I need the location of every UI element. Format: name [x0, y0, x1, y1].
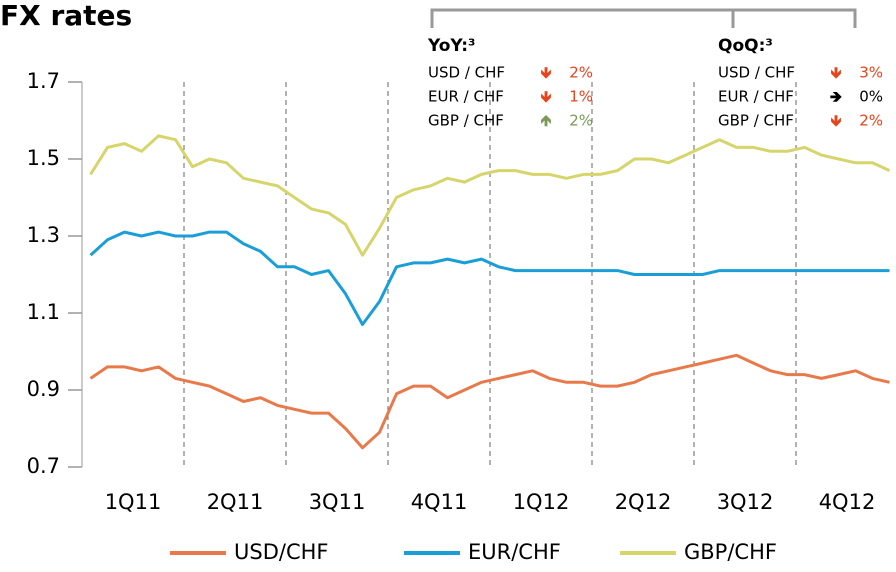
annotation-arrow: 🡺: [830, 88, 842, 106]
annotation-label: GBP / CHF: [718, 112, 794, 130]
series-line: [89, 134, 891, 257]
x-tick-label: 1Q12: [513, 490, 570, 514]
annotation-value: 1%: [569, 88, 593, 106]
legend-label: GBP/CHF: [684, 540, 777, 564]
x-tick-label: 4Q12: [819, 490, 876, 514]
x-tick-label: 3Q12: [717, 490, 774, 514]
x-tick-label: 3Q11: [309, 490, 366, 514]
x-tick-label: 4Q11: [411, 490, 468, 514]
x-tick-label: 1Q11: [105, 490, 162, 514]
annotation-value: 3%: [859, 64, 883, 82]
legend-label: EUR/CHF: [468, 540, 561, 564]
chart-title: FX rates: [0, 0, 132, 32]
series-line: [89, 353, 890, 450]
y-tick-label: 1.3: [27, 223, 60, 247]
annotation-label: USD / CHF: [428, 64, 505, 82]
annotation-arrow: 🡻: [541, 88, 552, 106]
annotation-label: USD / CHF: [718, 64, 795, 82]
y-tick-label: 1.5: [27, 146, 60, 170]
x-tick-label: 2Q11: [207, 490, 264, 514]
annotation-arrow: 🡻: [831, 64, 842, 82]
annotation-bracket: [430, 8, 857, 28]
y-tick-label: 0.9: [27, 377, 60, 401]
annotation-label: GBP / CHF: [428, 112, 504, 130]
y-tick-label: 0.7: [27, 454, 60, 478]
annotation-title: QoQ:³: [718, 36, 773, 56]
annotation-arrow: 🡻: [541, 64, 552, 82]
annotation-label: EUR / CHF: [718, 88, 794, 106]
x-tick-label: 2Q12: [615, 490, 672, 514]
annotation-arrow: 🡹: [541, 112, 552, 130]
series-line: [89, 230, 890, 326]
annotation-arrow: 🡻: [831, 112, 842, 130]
y-tick-label: 1.7: [27, 69, 60, 93]
annotation-value: 2%: [569, 64, 593, 82]
y-tick-label: 1.1: [27, 300, 60, 324]
annotation-value: 2%: [859, 112, 883, 130]
annotation-title: YoY:³: [427, 36, 476, 56]
annotation-label: EUR / CHF: [428, 88, 504, 106]
annotation-value: 0%: [859, 88, 883, 106]
legend-label: USD/CHF: [234, 540, 328, 564]
annotation-value: 2%: [569, 112, 593, 130]
